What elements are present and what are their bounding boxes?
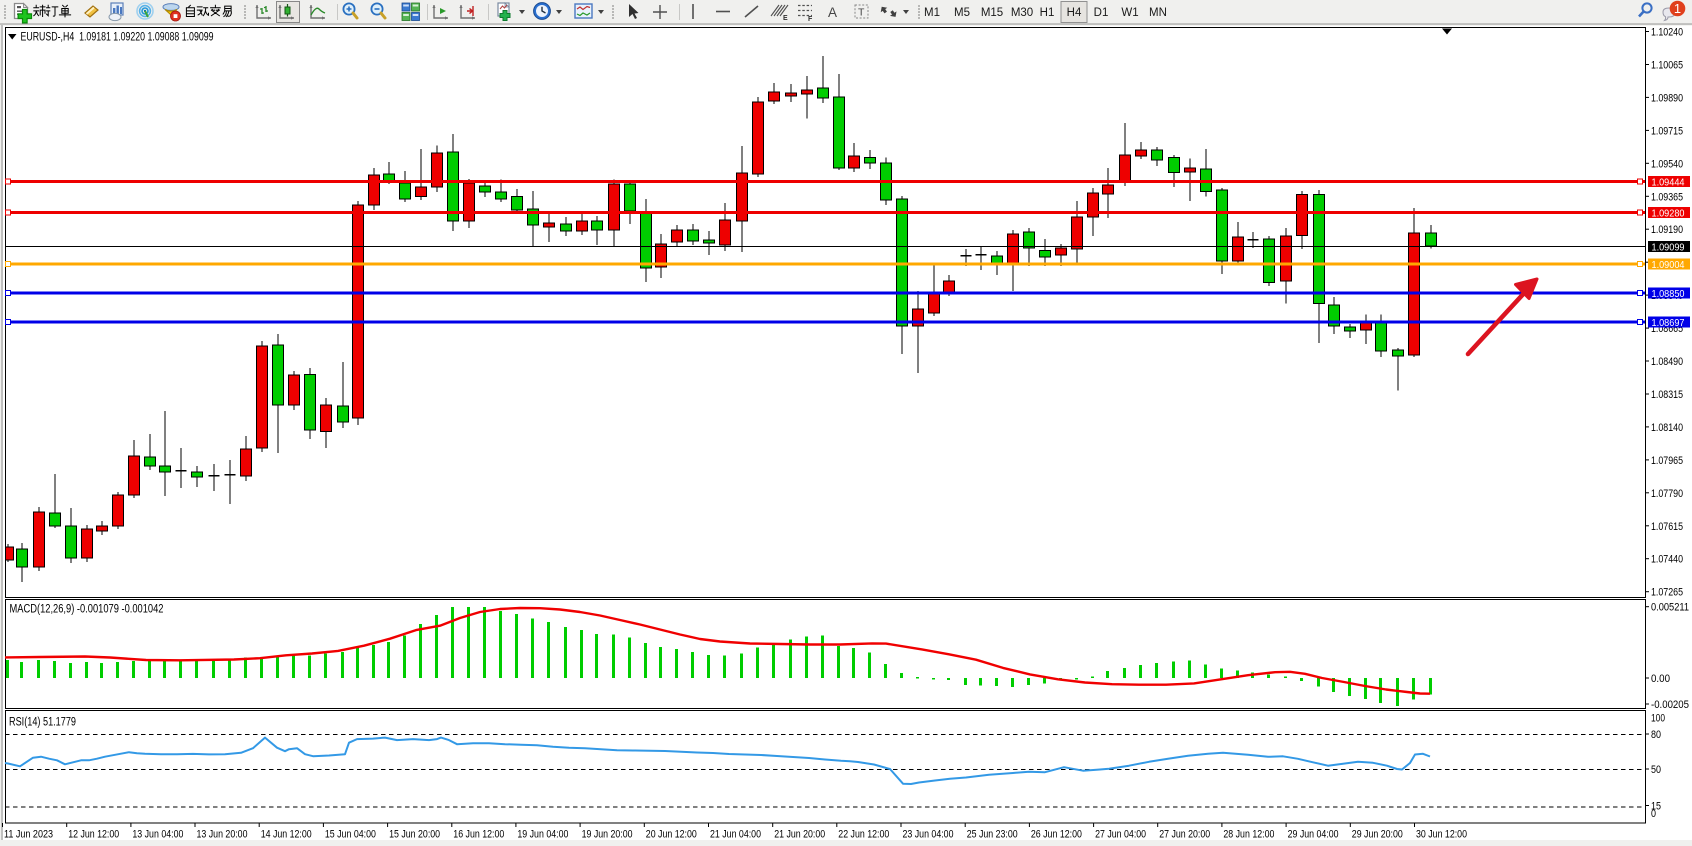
svg-text:13 Jun 20:00: 13 Jun 20:00 <box>197 829 248 841</box>
svg-text:26 Jun 12:00: 26 Jun 12:00 <box>1031 829 1082 841</box>
svg-text:29 Jun 04:00: 29 Jun 04:00 <box>1288 829 1339 841</box>
svg-text:H4: H4 <box>1067 7 1082 19</box>
svg-text:21 Jun 04:00: 21 Jun 04:00 <box>710 829 761 841</box>
svg-text:27 Jun 20:00: 27 Jun 20:00 <box>1159 829 1210 841</box>
svg-text:14 Jun 12:00: 14 Jun 12:00 <box>261 829 312 841</box>
svg-text:T: T <box>858 7 865 19</box>
svg-text:RSI(14) 51.1779: RSI(14) 51.1779 <box>9 717 76 729</box>
svg-text:1.09444: 1.09444 <box>1652 176 1685 188</box>
svg-text:23 Jun 04:00: 23 Jun 04:00 <box>903 829 954 841</box>
svg-text:M15: M15 <box>981 7 1003 19</box>
svg-text:28 Jun 12:00: 28 Jun 12:00 <box>1223 829 1274 841</box>
svg-text:0.00: 0.00 <box>1651 673 1670 685</box>
svg-text:1: 1 <box>1674 1 1681 16</box>
svg-text:1.09715: 1.09715 <box>1651 125 1683 137</box>
svg-text:1.07615: 1.07615 <box>1651 521 1683 533</box>
svg-text:1.07965: 1.07965 <box>1651 455 1683 467</box>
svg-text:25 Jun 23:00: 25 Jun 23:00 <box>967 829 1018 841</box>
svg-text:29 Jun 20:00: 29 Jun 20:00 <box>1352 829 1403 841</box>
svg-text:50: 50 <box>1651 764 1661 776</box>
svg-text:1.07265: 1.07265 <box>1651 587 1683 599</box>
svg-text:15: 15 <box>1651 801 1661 813</box>
svg-text:1.10240: 1.10240 <box>1651 27 1683 39</box>
svg-text:M1: M1 <box>924 7 940 19</box>
svg-text:F: F <box>808 16 813 23</box>
svg-text:M30: M30 <box>1011 7 1033 19</box>
svg-text:1.09890: 1.09890 <box>1651 92 1683 104</box>
svg-text:E: E <box>783 15 788 22</box>
svg-text:19 Jun 20:00: 19 Jun 20:00 <box>582 829 633 841</box>
svg-text:100: 100 <box>1651 713 1665 725</box>
svg-text:MACD(12,26,9) -0.001079 -0.001: MACD(12,26,9) -0.001079 -0.001042 <box>10 604 164 616</box>
svg-text:21 Jun 20:00: 21 Jun 20:00 <box>774 829 825 841</box>
svg-text:1.08490: 1.08490 <box>1651 356 1683 368</box>
svg-text:M5: M5 <box>954 7 970 19</box>
svg-text:1.08697: 1.08697 <box>1652 317 1685 329</box>
svg-text:0.005211: 0.005211 <box>1651 602 1689 614</box>
svg-text:1.09540: 1.09540 <box>1651 158 1683 170</box>
svg-text:W1: W1 <box>1121 7 1138 19</box>
svg-text:19 Jun 04:00: 19 Jun 04:00 <box>517 829 568 841</box>
svg-text:1.07790: 1.07790 <box>1651 488 1683 500</box>
svg-text:H1: H1 <box>1040 7 1055 19</box>
svg-text:1.09280: 1.09280 <box>1652 207 1685 219</box>
svg-text:13 Jun 04:00: 13 Jun 04:00 <box>132 829 183 841</box>
svg-text:27 Jun 04:00: 27 Jun 04:00 <box>1095 829 1146 841</box>
svg-text:80: 80 <box>1651 729 1661 741</box>
svg-text:MN: MN <box>1149 7 1167 19</box>
svg-text:20 Jun 12:00: 20 Jun 12:00 <box>646 829 697 841</box>
svg-text:16 Jun 12:00: 16 Jun 12:00 <box>453 829 504 841</box>
svg-text:-0.00205: -0.00205 <box>1651 699 1689 711</box>
svg-text:1.09099: 1.09099 <box>1652 241 1685 253</box>
svg-text:EURUSD-,H4 1.09181 1.09220 1.: EURUSD-,H4 1.09181 1.09220 1.09088 1.090… <box>21 32 214 44</box>
svg-text:D1: D1 <box>1094 7 1109 19</box>
svg-text:1.10065: 1.10065 <box>1651 60 1683 72</box>
svg-text:1.09365: 1.09365 <box>1651 191 1683 203</box>
svg-text:15 Jun 04:00: 15 Jun 04:00 <box>325 829 376 841</box>
svg-text:1.07440: 1.07440 <box>1651 554 1683 566</box>
svg-text:12 Jun 12:00: 12 Jun 12:00 <box>68 829 119 841</box>
svg-text:22 Jun 12:00: 22 Jun 12:00 <box>838 829 889 841</box>
svg-text:11 Jun 2023: 11 Jun 2023 <box>4 829 53 841</box>
svg-text:1.09190: 1.09190 <box>1651 224 1683 236</box>
svg-text:1.08140: 1.08140 <box>1651 422 1683 434</box>
svg-text:30 Jun 12:00: 30 Jun 12:00 <box>1416 829 1467 841</box>
svg-text:0: 0 <box>1651 808 1656 820</box>
svg-text:1.08315: 1.08315 <box>1651 389 1683 401</box>
svg-text:1.09004: 1.09004 <box>1652 259 1685 271</box>
svg-text:15 Jun 20:00: 15 Jun 20:00 <box>389 829 440 841</box>
svg-text:A: A <box>828 5 837 20</box>
svg-text:1.08850: 1.08850 <box>1652 288 1685 300</box>
